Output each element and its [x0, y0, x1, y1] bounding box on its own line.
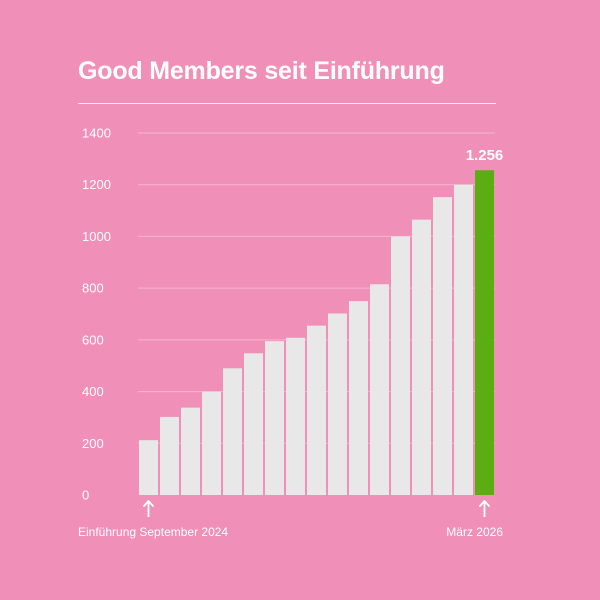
bar [391, 236, 410, 495]
end-annotation: März 2026 [446, 525, 503, 539]
y-tick-label: 1000 [82, 229, 111, 244]
bar [412, 219, 431, 495]
y-tick-label: 800 [82, 281, 104, 296]
bar [223, 368, 242, 495]
bar [454, 184, 473, 495]
bar [307, 325, 326, 495]
y-tick-label: 1200 [82, 177, 111, 192]
y-tick-label: 600 [82, 332, 104, 347]
title-divider [78, 103, 496, 104]
bars [139, 170, 494, 495]
arrow-up-icon [479, 500, 490, 517]
bar [181, 407, 200, 495]
arrow-head [479, 500, 490, 507]
bar [202, 391, 221, 495]
bar [244, 353, 263, 495]
bar [286, 337, 305, 495]
bar [139, 440, 158, 495]
bar [433, 197, 452, 495]
y-tick-label: 200 [82, 436, 104, 451]
bar [265, 341, 284, 495]
start-annotation: Einführung September 2024 [78, 525, 228, 539]
y-axis-ticks: 0 200 400 600 800 1000 1200 1400 [82, 126, 111, 503]
highlight-value-label: 1.256 [466, 147, 504, 164]
y-tick-label: 0 [82, 488, 89, 503]
bar [328, 313, 347, 495]
bar-highlight [475, 170, 494, 495]
arrow-head [143, 500, 154, 507]
y-tick-label: 400 [82, 384, 104, 399]
chart-title: Good Members seit Einführung [78, 57, 445, 85]
bar [370, 284, 389, 495]
bar [160, 416, 179, 495]
arrow-up-icon [143, 500, 154, 517]
y-tick-label: 1400 [82, 126, 111, 141]
bar [349, 301, 368, 495]
